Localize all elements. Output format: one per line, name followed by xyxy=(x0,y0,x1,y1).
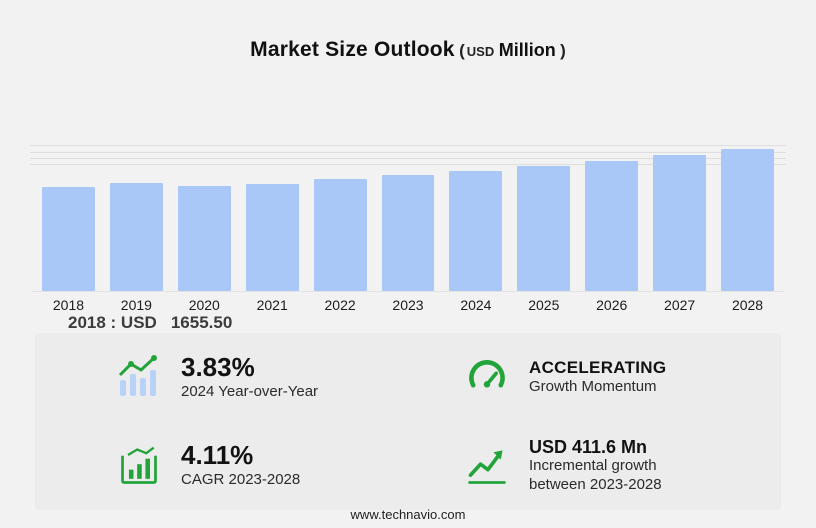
x-axis-label-2021: 2021 xyxy=(256,297,288,313)
bar-2024 xyxy=(449,170,503,291)
bar-cell xyxy=(313,178,367,291)
bar-2019 xyxy=(109,182,163,291)
bar-2021 xyxy=(245,183,299,291)
gauge-icon xyxy=(463,353,511,401)
stats-panel: 3.83% 2024 Year-over-Year ACCELERATING G… xyxy=(35,333,781,510)
x-axis-label-2019: 2019 xyxy=(120,297,152,313)
stat-yoy-label: 2024 Year-over-Year xyxy=(181,382,319,400)
stat-momentum-value: ACCELERATING xyxy=(529,358,667,378)
tooltip-value: 1655.50 xyxy=(170,313,233,332)
bar-cell xyxy=(517,165,571,291)
title-paren-close: ) xyxy=(560,41,566,60)
footer-link[interactable]: www.technavio.com xyxy=(350,507,466,522)
x-axis-label-2025: 2025 xyxy=(528,297,560,313)
bar-cell xyxy=(653,155,707,291)
stat-cagr: 4.11% CAGR 2023-2028 xyxy=(35,422,408,511)
title-currency: USD xyxy=(466,44,495,59)
gridline xyxy=(30,164,786,166)
gridline xyxy=(30,157,786,159)
bar-2020 xyxy=(177,185,231,291)
stat-yoy: 3.83% 2024 Year-over-Year xyxy=(35,333,408,422)
stat-yoy-value: 3.83% xyxy=(181,351,255,382)
bar-cell xyxy=(721,149,774,291)
bar-cell xyxy=(381,175,435,291)
chart-title-main: Market Size Outlook xyxy=(250,38,455,61)
stat-incremental-label: Incremental growth between 2023-2028 xyxy=(529,457,662,494)
bar-2027 xyxy=(653,155,707,291)
gridline xyxy=(30,151,786,153)
cagr-bars-icon xyxy=(115,442,163,490)
x-axis-label-2020: 2020 xyxy=(188,297,220,313)
title-unit: Million xyxy=(498,40,556,60)
stat-momentum-label: Growth Momentum xyxy=(529,377,657,395)
x-axis-label-2026: 2026 xyxy=(596,297,628,313)
growth-arrow-icon xyxy=(463,442,511,490)
bar-cell xyxy=(109,182,163,291)
bar-2018 xyxy=(42,186,95,291)
bar-cell xyxy=(449,170,503,291)
bar-cell xyxy=(585,160,639,291)
x-axis-label-2018: 2018 xyxy=(52,297,85,313)
gridline xyxy=(30,145,786,147)
x-axis-label-2022: 2022 xyxy=(324,297,356,313)
bar-chart-plot xyxy=(30,140,786,292)
bar-cell xyxy=(245,183,299,291)
x-axis-label-2027: 2027 xyxy=(664,297,696,313)
bar-2028 xyxy=(721,149,774,291)
stat-cagr-label: CAGR 2023-2028 xyxy=(181,471,301,489)
tooltip-label: 2018 : USD xyxy=(68,313,157,332)
stat-incremental: USD 411.6 Mn Incremental growth between … xyxy=(408,422,781,511)
x-axis-label-2024: 2024 xyxy=(460,297,492,313)
bar-cell xyxy=(177,185,231,291)
stat-momentum: ACCELERATING Growth Momentum xyxy=(408,333,781,422)
x-axis-label-2028: 2028 xyxy=(731,297,764,313)
bar-2025 xyxy=(517,165,571,291)
x-axis-label-2023: 2023 xyxy=(392,297,424,313)
stat-incremental-value: USD 411.6 Mn xyxy=(529,436,648,457)
chart-tooltip: 2018 : USD 1655.50 xyxy=(68,313,232,333)
chart-title: Market Size Outlook (USD Million ) xyxy=(0,38,816,62)
stat-cagr-value: 4.11% xyxy=(181,440,254,471)
bar-2022 xyxy=(313,178,367,291)
bar-cell xyxy=(42,186,95,291)
bar-trend-icon xyxy=(115,353,163,401)
bar-2023 xyxy=(381,175,435,291)
title-paren-open: ( xyxy=(459,41,465,60)
x-axis-labels: 2018 2019 2020 2021 2022 2023 2024 2025 2026 2027… xyxy=(32,297,784,313)
bar-2026 xyxy=(585,160,639,291)
